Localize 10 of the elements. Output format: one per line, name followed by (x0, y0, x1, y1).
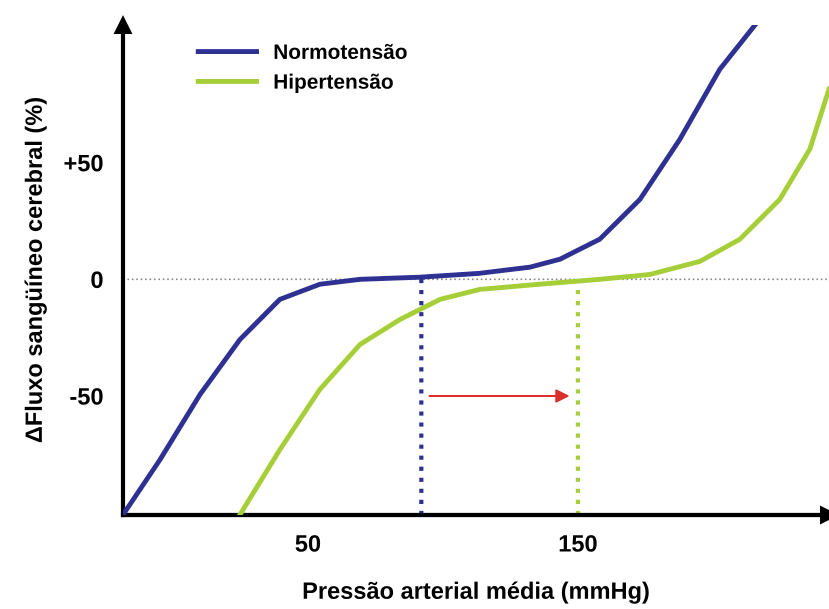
y-tick-label: -50 (70, 388, 103, 405)
line-series (123, 25, 758, 515)
x-tick-label: 150 (560, 535, 597, 552)
legend-label: Normotensão (274, 44, 407, 60)
x-tick-label: 50 (296, 535, 320, 552)
y-axis-title: ΔFluxo sangüíneo cerebral (%) (24, 98, 47, 442)
legend-label: Hipertensão (274, 74, 393, 94)
x-axis-title: Pressão arterial média (mmHg) (304, 581, 649, 604)
y-tick-label: 0 (91, 271, 103, 288)
y-tick-label: +50 (64, 154, 103, 172)
